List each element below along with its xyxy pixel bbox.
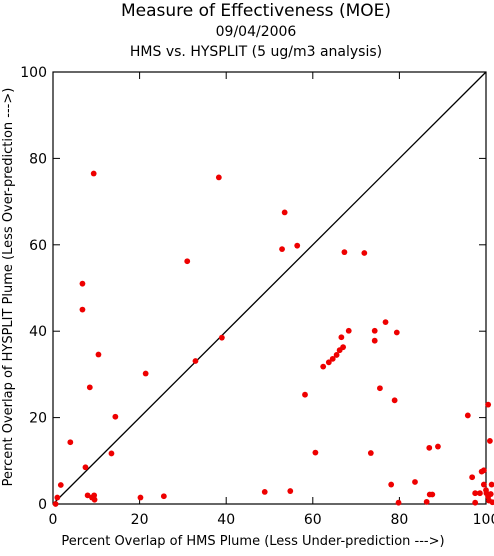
x-tick-label: 0 — [49, 512, 58, 528]
data-point — [472, 499, 479, 506]
data-point — [192, 358, 199, 364]
data-point — [485, 401, 492, 408]
y-tick-label: 100 — [20, 65, 47, 81]
data-point — [391, 397, 398, 404]
y-tick-label: 20 — [29, 411, 47, 427]
data-point — [382, 319, 389, 326]
data-point — [423, 498, 430, 505]
data-point — [435, 443, 441, 450]
chart-title: Measure of Effectiveness (MOE) — [121, 1, 391, 21]
x-tick-label: 100 — [473, 512, 494, 528]
data-point — [218, 334, 225, 341]
data-point — [393, 329, 400, 336]
data-point — [320, 363, 327, 370]
data-point — [426, 444, 433, 451]
x-axis-label: Percent Overlap of HMS Plume (Less Under… — [61, 534, 444, 549]
data-point — [371, 327, 378, 334]
data-point — [67, 439, 74, 446]
data-point — [184, 258, 191, 265]
data-point — [469, 474, 476, 481]
data-point — [480, 467, 487, 474]
data-point — [137, 494, 144, 501]
data-point — [142, 370, 149, 377]
data-point — [412, 479, 418, 485]
data-point — [488, 481, 494, 488]
plot-frame — [52, 71, 487, 505]
y-tick-label: 80 — [29, 151, 47, 167]
data-point — [464, 412, 471, 419]
data-point — [84, 492, 91, 499]
y-tick-label: 40 — [29, 324, 47, 340]
data-point — [312, 449, 319, 456]
data-point — [86, 384, 93, 391]
data-point — [371, 337, 378, 344]
data-point — [160, 493, 167, 500]
data-point — [472, 490, 479, 497]
data-point — [91, 496, 98, 503]
data-point — [489, 499, 494, 506]
data-point — [333, 352, 340, 358]
data-point — [112, 413, 119, 420]
data-point — [367, 450, 374, 456]
y-axis-label: Percent Overlap of HYSPLIT Plume (Less O… — [1, 88, 16, 487]
y-tick-label: 0 — [38, 497, 47, 513]
plot-area: 0 20 40 60 80 100 0 20 40 60 80 100 — [20, 65, 494, 528]
data-point — [279, 246, 285, 253]
data-point — [82, 464, 89, 471]
x-tick-label: 40 — [217, 512, 235, 528]
data-point — [91, 492, 98, 499]
chart-subtitle: HMS vs. HYSPLIT (5 ug/m3 analysis) — [130, 44, 382, 60]
chart-date: 09/04/2006 — [216, 24, 297, 40]
y-tick-label: 60 — [29, 238, 47, 254]
data-point — [79, 306, 86, 313]
data-point — [429, 491, 436, 498]
data-point — [57, 482, 64, 488]
data-point — [95, 351, 102, 358]
data-point — [480, 481, 487, 488]
data-point — [54, 494, 61, 501]
data-point — [90, 170, 97, 177]
data-point — [302, 391, 308, 398]
data-point — [108, 450, 115, 457]
data-point — [281, 209, 288, 216]
x-tick-label: 60 — [304, 512, 322, 528]
data-point — [341, 249, 348, 256]
data-point — [52, 501, 59, 507]
data-point — [477, 490, 483, 497]
x-tick-label: 80 — [390, 512, 408, 528]
data-point — [486, 438, 493, 444]
x-tick-label: 20 — [131, 512, 149, 528]
data-point — [294, 242, 301, 249]
data-point — [487, 491, 494, 497]
data-point — [340, 344, 347, 351]
data-point — [261, 489, 268, 495]
data-point — [287, 488, 294, 494]
data-point — [361, 250, 368, 256]
data-point — [329, 355, 336, 362]
data-point — [215, 174, 222, 181]
data-point — [345, 327, 352, 334]
data-point — [388, 481, 395, 488]
diagonal-reference-line — [52, 71, 487, 505]
data-point — [377, 385, 383, 392]
data-point — [338, 334, 345, 341]
data-point — [325, 359, 332, 366]
data-point — [79, 280, 86, 287]
data-point — [395, 499, 402, 506]
